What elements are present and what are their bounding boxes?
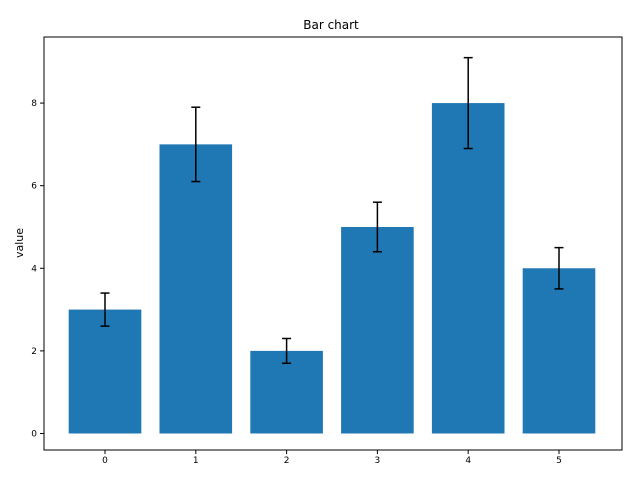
errorbar-3 (372, 201, 382, 253)
errorbar-1 (191, 106, 201, 183)
y-tick-label: 6 (31, 182, 37, 192)
x-tick-label: 3 (375, 456, 381, 466)
x-tick-label: 4 (465, 456, 471, 466)
y-tick-label: 8 (31, 99, 37, 109)
y-tick-label: 4 (31, 264, 37, 274)
bar-2 (250, 350, 323, 434)
x-tick-label: 1 (193, 456, 199, 466)
bar-4 (431, 103, 505, 434)
errorbar-4 (463, 56, 473, 150)
plot-frame (43, 36, 623, 451)
errorbar-5 (554, 246, 564, 290)
errorbar-2 (282, 337, 292, 365)
errorbars-layer (100, 56, 564, 365)
x-tick-label: 5 (556, 456, 562, 466)
x-tick-label: 0 (102, 456, 108, 466)
y-tick-label: 0 (31, 429, 37, 439)
bar-3 (341, 226, 414, 434)
x-tick-label: 2 (284, 456, 290, 466)
y-axis-label: value (13, 228, 26, 258)
y-axis: 0 2 4 6 8 (31, 99, 44, 439)
x-axis: 0 1 2 3 4 5 (102, 450, 562, 466)
bar-5 (522, 268, 596, 434)
errorbar-0 (100, 292, 110, 327)
bar-1 (159, 144, 233, 434)
bar-0 (68, 309, 142, 434)
y-tick-label: 2 (31, 347, 37, 357)
bars-layer (68, 103, 596, 434)
chart-title: Bar chart (303, 18, 359, 32)
